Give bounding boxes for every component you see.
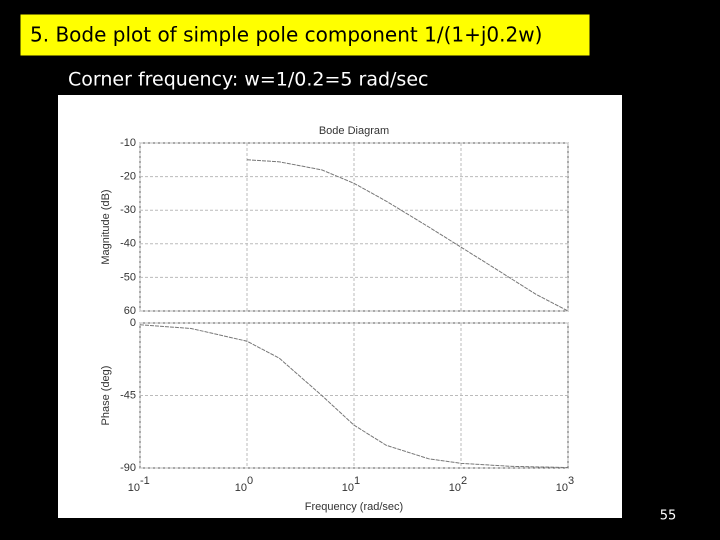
y-tick-label: -10 bbox=[120, 137, 136, 149]
x-tick-label: 10 bbox=[235, 482, 247, 494]
title-box bbox=[19, 13, 591, 57]
x-tick-exponent: -1 bbox=[140, 475, 150, 487]
data-line bbox=[246, 159, 569, 312]
x-tick-label: 10 bbox=[556, 482, 568, 494]
y-tick-label: -45 bbox=[120, 389, 136, 401]
x-tick-label: 10 bbox=[128, 482, 140, 494]
y-tick-label: -90 bbox=[120, 462, 136, 474]
x-tick-exponent: 1 bbox=[354, 475, 360, 487]
y-tick-label: 0 bbox=[130, 317, 136, 329]
y-axis-label: Phase (deg) bbox=[100, 366, 112, 426]
y-tick-label: -20 bbox=[120, 171, 136, 183]
chart-title: Bode Diagram bbox=[319, 125, 389, 137]
x-tick-label: 10 bbox=[449, 482, 461, 494]
data-line bbox=[139, 324, 569, 469]
y-tick-label: 60 bbox=[124, 305, 136, 317]
x-axis-label: Frequency (rad/sec) bbox=[305, 501, 403, 513]
x-tick-exponent: 3 bbox=[568, 475, 574, 487]
slide-subtitle: Corner frequency: w=1/0.2=5 rad/sec bbox=[68, 69, 428, 91]
y-tick-label: -50 bbox=[120, 271, 136, 283]
x-tick-exponent: 0 bbox=[247, 475, 253, 487]
y-axis-label: Magnitude (dB) bbox=[100, 189, 112, 264]
y-tick-label: -40 bbox=[120, 238, 136, 250]
slide-title: 5. Bode plot of simple pole component 1/… bbox=[30, 23, 542, 47]
y-tick-label: -30 bbox=[120, 204, 136, 216]
x-tick-exponent: 2 bbox=[461, 475, 467, 487]
x-tick-label: 10 bbox=[342, 482, 354, 494]
page-number: 55 bbox=[660, 509, 677, 524]
plot-background bbox=[58, 95, 622, 518]
